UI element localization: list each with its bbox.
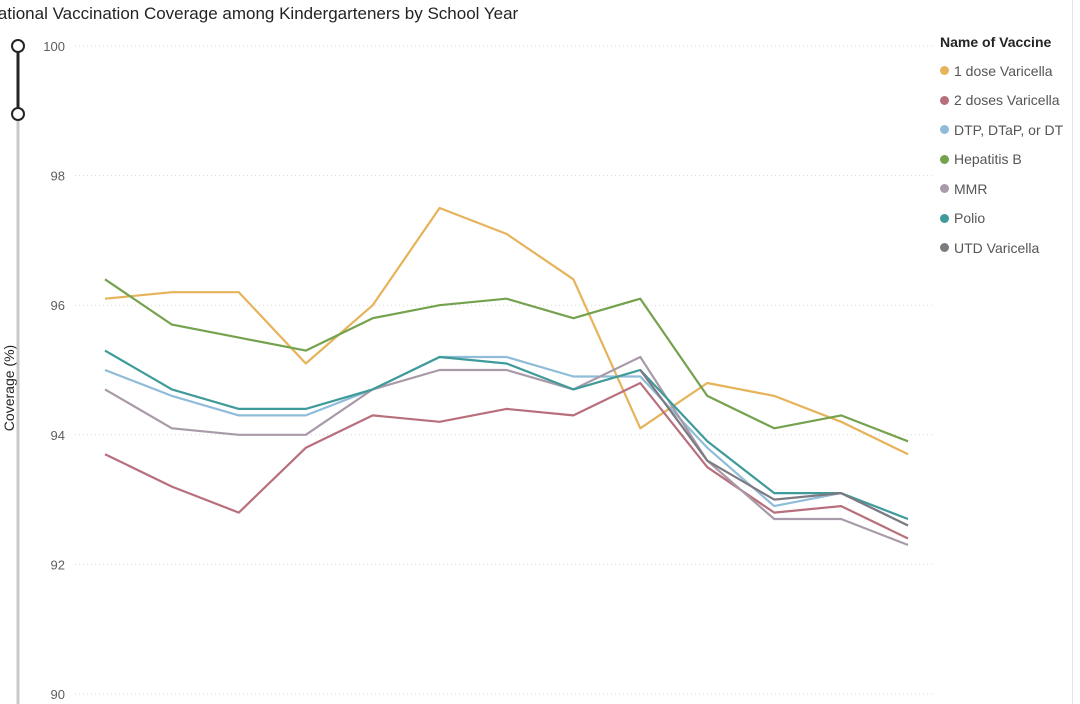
legend-marker-icon: [940, 125, 949, 135]
series-line-mmr[interactable]: [104, 355, 909, 547]
legend-label: 1 dose Varicella: [954, 62, 1053, 79]
y-axis-ticks: 90 92 94 96 98 100: [43, 39, 65, 702]
legend-label: UTD Varicella: [954, 239, 1040, 256]
y-tick-label: 94: [51, 428, 65, 443]
legend-label: Hepatitis B: [954, 151, 1022, 168]
legend-item[interactable]: Hepatitis B: [940, 145, 1072, 175]
y-tick-label: 90: [51, 687, 65, 702]
chart-title: lational Vaccination Coverage among Kind…: [0, 4, 519, 23]
legend-label: 2 doses Varicella: [954, 92, 1060, 109]
legend-label: MMR: [954, 180, 988, 197]
legend-item[interactable]: 1 dose Varicella: [940, 56, 1072, 86]
legend-item[interactable]: DTP, DTaP, or DT: [940, 115, 1072, 145]
series-line-dtp-dtap-or-dt[interactable]: [104, 355, 909, 527]
y-tick-label: 100: [43, 39, 65, 54]
legend-marker-icon: [940, 184, 949, 194]
legend-label: Polio: [954, 210, 986, 227]
legend-item[interactable]: Polio: [940, 204, 1072, 234]
legend-marker-icon: [940, 243, 949, 253]
y-tick-label: 96: [51, 298, 65, 313]
zoom-slider[interactable]: [11, 39, 25, 704]
legend-marker-icon: [940, 154, 949, 164]
legend: Name of Vaccine 1 dose Varicella 2 doses …: [940, 34, 1072, 263]
legend-marker-icon: [940, 66, 949, 76]
y-tick-label: 98: [51, 169, 65, 184]
legend-item[interactable]: 2 doses Varicella: [940, 86, 1072, 116]
series-line-2-doses-varicella[interactable]: [104, 381, 909, 540]
zoom-slider-top-handle[interactable]: [11, 39, 25, 53]
legend-items: 1 dose Varicella 2 doses Varicella DTP, DT…: [940, 56, 1072, 263]
series-line-hepatitis-b[interactable]: [104, 278, 909, 443]
legend-marker-icon: [940, 213, 949, 223]
series-line-polio[interactable]: [104, 349, 909, 521]
legend-item[interactable]: UTD Varicella: [940, 233, 1072, 263]
legend-label: DTP, DTaP, or DT: [954, 121, 1064, 138]
series-line-utd-varicella[interactable]: [639, 369, 909, 527]
gridlines: [75, 45, 935, 695]
zoom-slider-bottom-handle[interactable]: [11, 107, 25, 121]
y-tick-label: 92: [51, 557, 65, 572]
legend-title: Name of Vaccine: [940, 34, 1052, 50]
series-line-1-dose-varicella[interactable]: [104, 206, 909, 456]
series-lines: [104, 206, 909, 547]
legend-item[interactable]: MMR: [940, 174, 1072, 204]
legend-marker-icon: [940, 95, 949, 105]
